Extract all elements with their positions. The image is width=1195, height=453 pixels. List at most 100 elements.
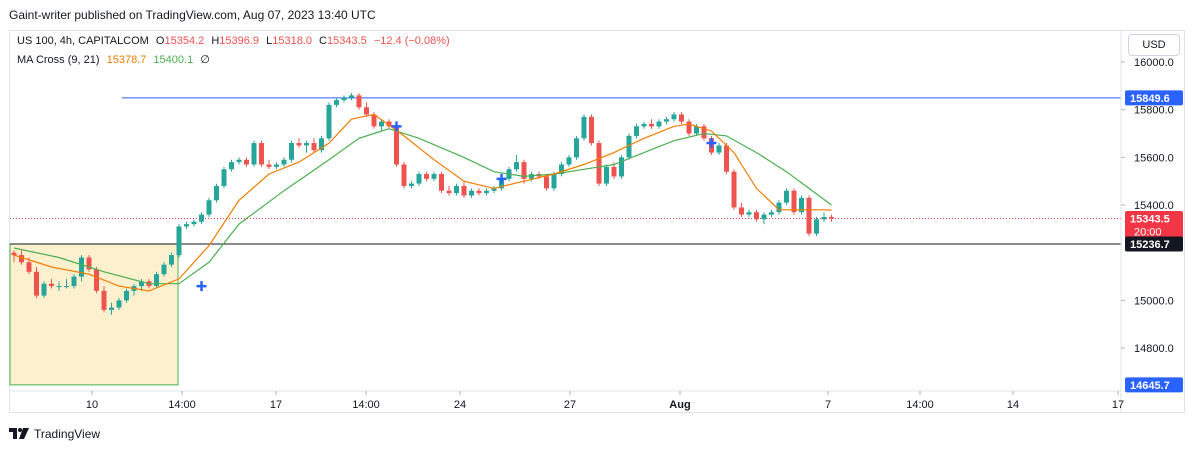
candle-body [416,174,422,184]
candle-body [514,162,519,170]
candle-body [619,157,624,177]
candle-body [491,188,497,191]
x-tick-label: 7 [825,399,831,411]
y-tick-label: 15800.0 [1134,105,1174,117]
candle-body [116,300,122,308]
candle-body [139,281,144,287]
tradingview-logo-icon [9,428,29,439]
currency-button[interactable]: USD [1128,34,1180,56]
candle-body [634,126,639,136]
ma-cross-marker [496,173,507,184]
x-tick-label: 14:00 [168,399,196,411]
candle-body [431,174,437,179]
candle-body [784,190,789,203]
candle-body [251,143,257,165]
x-tick-label: 17 [1112,399,1124,411]
candle-body [266,164,272,167]
open-value: O15354.2 [155,35,205,47]
close-value: C15343.5 [319,35,367,47]
ma-name: MA Cross (9, 21) [17,54,100,66]
x-tick-label: Aug [669,399,690,411]
candle-body [439,174,444,191]
candle-body [229,162,234,170]
candle-body [694,126,699,134]
candle-body [746,212,752,215]
y-tick-label: 15600.0 [1134,152,1174,164]
candle-body [679,114,684,122]
candle-body [34,271,39,296]
ma-slow-value: 15400.1 [153,54,194,66]
candle-body [814,219,819,234]
ma-cross-marker [196,281,207,292]
candle-body [176,226,182,256]
last-price-tag-bg [1125,211,1183,240]
candle-body [611,166,617,177]
brand-name: TradingView [34,427,101,441]
candle-body [154,274,159,287]
candle-body [604,166,609,184]
candle-body [311,143,317,151]
ma-cross-marker [391,121,402,132]
range-bottom-price-tag: 14645.7 [1130,380,1170,392]
candle-body [41,283,47,296]
symbol-legend: US 100, 4h, CAPITALCOM O15354.2 H15396.9… [17,35,454,47]
candle-body [334,100,339,105]
candle-body [409,183,414,186]
candle-body [544,176,549,189]
candle-body [754,212,759,220]
candle-body [761,214,767,220]
candle-body [454,185,459,194]
resistance-price-tag-bg [1125,90,1183,106]
candle-body [341,97,347,101]
candle-body [304,143,309,146]
support-price-tag-bg [1125,236,1183,252]
candle-body [199,214,204,222]
x-tick-label: 24 [454,399,466,411]
x-tick-label: 14:00 [352,399,380,411]
candle-body [476,190,482,194]
x-tick-label: 14:00 [906,399,934,411]
candle-body [214,185,219,201]
ma-fast-value: 15378.7 [106,54,147,66]
candle-body [349,95,354,98]
candle-body [671,114,677,120]
last-price-tag: 15343.5 [1130,214,1170,226]
candle-body [49,283,54,287]
symbol-name: US 100, 4h, CAPITALCOM [17,35,149,47]
range-bottom-price-tag-bg [1125,377,1183,393]
y-tick-label: 15400.0 [1134,200,1174,212]
highlight-range-box [9,243,179,386]
candle-body [206,200,212,215]
candle-body [281,159,287,165]
candle-body [364,107,369,115]
candle-body [724,145,729,172]
candle-body [566,157,572,165]
candle-body [289,143,294,160]
candle-body [806,197,812,234]
candle-body [86,257,92,270]
candle-body [551,174,557,189]
candle-body [371,114,377,127]
x-tick-label: 10 [86,399,98,411]
candle-body [169,255,174,265]
change-value: −12.4 (−0.08%) [373,35,450,47]
candle-body [236,159,242,163]
candle-body [716,145,722,153]
candle-body [529,174,534,179]
x-tick-label: 14 [1007,399,1019,411]
ma-cross-marker [706,138,717,149]
y-tick-label: 16000.0 [1134,57,1174,69]
high-value: H15396.9 [211,35,260,47]
y-tick-label: 14800.0 [1134,343,1174,355]
ma-legend: MA Cross (9, 21) 15378.7 15400.1 ∅ [17,53,214,66]
candle-body [326,104,332,139]
candle-body [686,121,692,134]
tradingview-brand: TradingView [9,427,100,441]
ma-slow-line [13,128,832,285]
candle-body [319,138,324,151]
candle-body [386,121,392,127]
candle-body [124,290,129,301]
candle-body [191,221,197,225]
candle-body [799,197,804,213]
